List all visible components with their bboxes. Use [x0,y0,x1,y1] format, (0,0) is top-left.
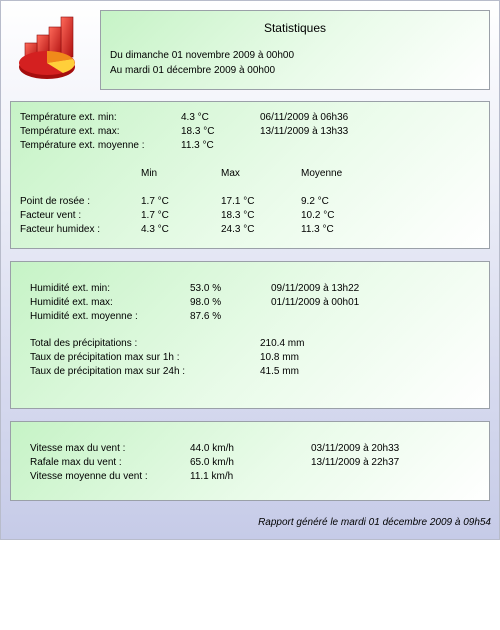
gust-max-label: Rafale max du vent : [30,457,122,468]
gust-max-date: 13/11/2009 à 22h37 [311,457,400,468]
humidex-avg: 11.3 °C [301,224,334,235]
humidity-max-value: 98.0 % [190,297,222,308]
humidity-max-date: 01/11/2009 à 00h01 [271,297,360,308]
rain-rate-24h-value: 41.5 mm [260,366,299,377]
temp-max-date: 13/11/2009 à 13h33 [260,126,349,137]
report-generated-footer: Rapport généré le mardi 01 décembre 2009… [258,517,491,528]
windchill-min: 1.7 °C [141,210,169,221]
temp-max-label: Température ext. max: [20,126,120,137]
header-panel: Statistiques Du dimanche 01 novembre 200… [100,10,490,90]
temp-min-date: 06/11/2009 à 06h36 [260,112,349,123]
wind-max-value: 44.0 km/h [190,443,234,454]
humidity-panel: Humidité ext. min: 53.0 % 09/11/2009 à 1… [10,261,490,409]
humidity-min-label: Humidité ext. min: [30,283,111,294]
column-header-min: Min [141,168,158,179]
temp-max-value: 18.3 °C [181,126,215,137]
temp-min-label: Température ext. min: [20,112,117,123]
windchill-label: Facteur vent : [20,210,82,221]
humidity-avg-label: Humidité ext. moyenne : [30,311,138,322]
temp-avg-value: 11.3 °C [181,140,214,151]
wind-panel: Vitesse max du vent : 44.0 km/h 03/11/20… [10,421,490,501]
humidex-min: 4.3 °C [141,224,169,235]
humidity-max-label: Humidité ext. max: [30,297,113,308]
humidity-min-date: 09/11/2009 à 13h22 [271,283,360,294]
statistics-logo-icon [19,16,75,79]
humidity-avg-value: 87.6 % [190,311,222,322]
report-frame: Statistiques Du dimanche 01 novembre 200… [0,0,500,540]
dewpoint-avg: 9.2 °C [301,196,329,207]
dewpoint-label: Point de rosée : [20,196,91,207]
dewpoint-max: 17.1 °C [221,196,255,207]
humidex-label: Facteur humidex : [20,224,101,235]
humidex-max: 24.3 °C [221,224,255,235]
temp-avg-label: Température ext. moyenne : [20,140,145,151]
windchill-avg: 10.2 °C [301,210,335,221]
wind-avg-value: 11.1 km/h [190,471,234,482]
wind-max-date: 03/11/2009 à 20h33 [311,443,400,454]
rain-total-label: Total des précipitations : [30,338,138,349]
gust-max-value: 65.0 km/h [190,457,234,468]
humidity-min-value: 53.0 % [190,283,222,294]
wind-max-label: Vitesse max du vent : [30,443,126,454]
rain-rate-24h-label: Taux de précipitation max sur 24h : [30,366,186,377]
rain-rate-1h-label: Taux de précipitation max sur 1h : [30,352,180,363]
period-from: Du dimanche 01 novembre 2009 à 00h00 [110,50,295,61]
temperature-panel: Température ext. min: 4.3 °C 06/11/2009 … [10,101,490,249]
page-title: Statistiques [263,21,327,35]
windchill-max: 18.3 °C [221,210,255,221]
rain-total-value: 210.4 mm [260,338,305,349]
dewpoint-min: 1.7 °C [141,196,169,207]
column-header-max: Max [221,168,240,179]
temp-min-value: 4.3 °C [181,112,209,123]
period-to: Au mardi 01 décembre 2009 à 00h00 [110,65,276,76]
wind-avg-label: Vitesse moyenne du vent : [30,471,148,482]
rain-rate-1h-value: 10.8 mm [260,352,299,363]
column-header-avg: Moyenne [301,168,343,179]
